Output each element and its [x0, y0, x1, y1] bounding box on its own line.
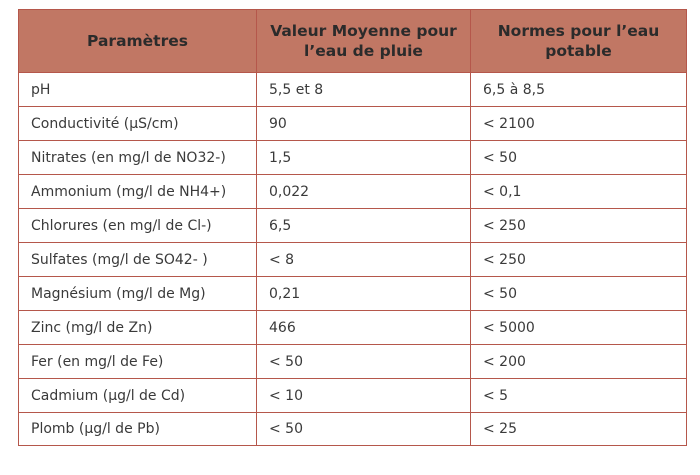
table-row: Sulfates (mg/l de SO42- ) < 8 < 250 [18, 242, 687, 277]
table-row: Nitrates (en mg/l de NO32-) 1,5 < 50 [18, 140, 687, 175]
rainwater-value-cell: 90 [256, 106, 471, 141]
standard-value-cell: 6,5 à 8,5 [470, 72, 687, 107]
parameter-cell: Ammonium (mg/l de NH4+) [18, 174, 257, 209]
parameter-cell: pH [18, 72, 257, 107]
standard-value-cell: < 250 [470, 208, 687, 243]
header-rainwater-average: Valeur Moyenne pour l’eau de pluie [256, 9, 471, 73]
parameter-cell: Zinc (mg/l de Zn) [18, 310, 257, 345]
parameter-cell: Magnésium (mg/l de Mg) [18, 276, 257, 311]
standard-value-cell: < 5 [470, 378, 687, 413]
table-row: Chlorures (en mg/l de Cl-) 6,5 < 250 [18, 208, 687, 243]
standard-value-cell: < 5000 [470, 310, 687, 345]
standard-value-cell: < 0,1 [470, 174, 687, 209]
header-row: Paramètres Valeur Moyenne pour l’eau de … [18, 9, 687, 73]
rainwater-value-cell: 466 [256, 310, 471, 345]
parameter-cell: Chlorures (en mg/l de Cl-) [18, 208, 257, 243]
header-drinking-water-standards: Normes pour l’eau potable [470, 9, 687, 73]
table-row: pH 5,5 et 8 6,5 à 8,5 [18, 72, 687, 107]
parameter-cell: Cadmium (µg/l de Cd) [18, 378, 257, 413]
table-header: Paramètres Valeur Moyenne pour l’eau de … [18, 9, 687, 73]
standard-value-cell: < 2100 [470, 106, 687, 141]
table-row: Magnésium (mg/l de Mg) 0,21 < 50 [18, 276, 687, 311]
rainwater-value-cell: 0,022 [256, 174, 471, 209]
parameter-cell: Nitrates (en mg/l de NO32-) [18, 140, 257, 175]
rainwater-value-cell: < 8 [256, 242, 471, 277]
table-row: Zinc (mg/l de Zn) 466 < 5000 [18, 310, 687, 345]
standard-value-cell: < 250 [470, 242, 687, 277]
standard-value-cell: < 50 [470, 140, 687, 175]
rainwater-value-cell: 1,5 [256, 140, 471, 175]
parameter-cell: Sulfates (mg/l de SO42- ) [18, 242, 257, 277]
table-row: Plomb (µg/l de Pb) < 50 < 25 [18, 412, 687, 446]
standard-value-cell: < 200 [470, 344, 687, 379]
table-row: Fer (en mg/l de Fe) < 50 < 200 [18, 344, 687, 379]
parameter-cell: Conductivité (µS/cm) [18, 106, 257, 141]
rainwater-value-cell: 0,21 [256, 276, 471, 311]
rainwater-value-cell: < 50 [256, 412, 471, 446]
rainwater-value-cell: < 50 [256, 344, 471, 379]
standard-value-cell: < 50 [470, 276, 687, 311]
rainwater-value-cell: 5,5 et 8 [256, 72, 471, 107]
standard-value-cell: < 25 [470, 412, 687, 446]
rainwater-value-cell: 6,5 [256, 208, 471, 243]
parameter-cell: Fer (en mg/l de Fe) [18, 344, 257, 379]
header-parameters: Paramètres [18, 9, 257, 73]
table-body: pH 5,5 et 8 6,5 à 8,5 Conductivité (µS/cm) 9… [18, 72, 687, 446]
table-row: Cadmium (µg/l de Cd) < 10 < 5 [18, 378, 687, 413]
parameter-cell: Plomb (µg/l de Pb) [18, 412, 257, 446]
table-row: Ammonium (mg/l de NH4+) 0,022 < 0,1 [18, 174, 687, 209]
rainwater-value-cell: < 10 [256, 378, 471, 413]
table-row: Conductivité (µS/cm) 90 < 2100 [18, 106, 687, 141]
water-parameters-table: Paramètres Valeur Moyenne pour l’eau de … [18, 9, 687, 446]
